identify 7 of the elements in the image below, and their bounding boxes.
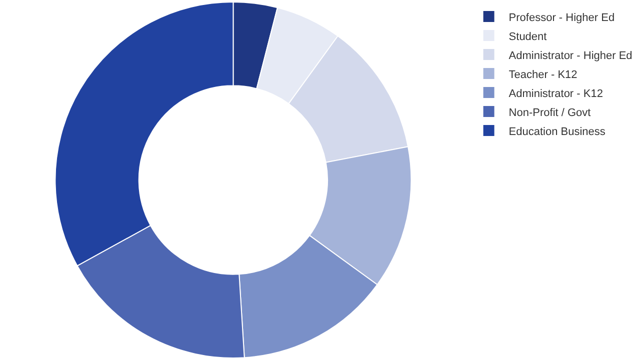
legend-label: Non-Profit / Govt	[508, 106, 591, 119]
legend-label: Student	[508, 30, 547, 43]
legend-label: Administrator - K12	[508, 88, 603, 100]
legend-label: Education Business	[508, 126, 606, 138]
legend-label: Professor - Higher Ed	[508, 12, 615, 24]
legend-label: Administrator - Higher Ed	[508, 50, 632, 62]
legend-label: Teacher - K12	[508, 68, 578, 81]
